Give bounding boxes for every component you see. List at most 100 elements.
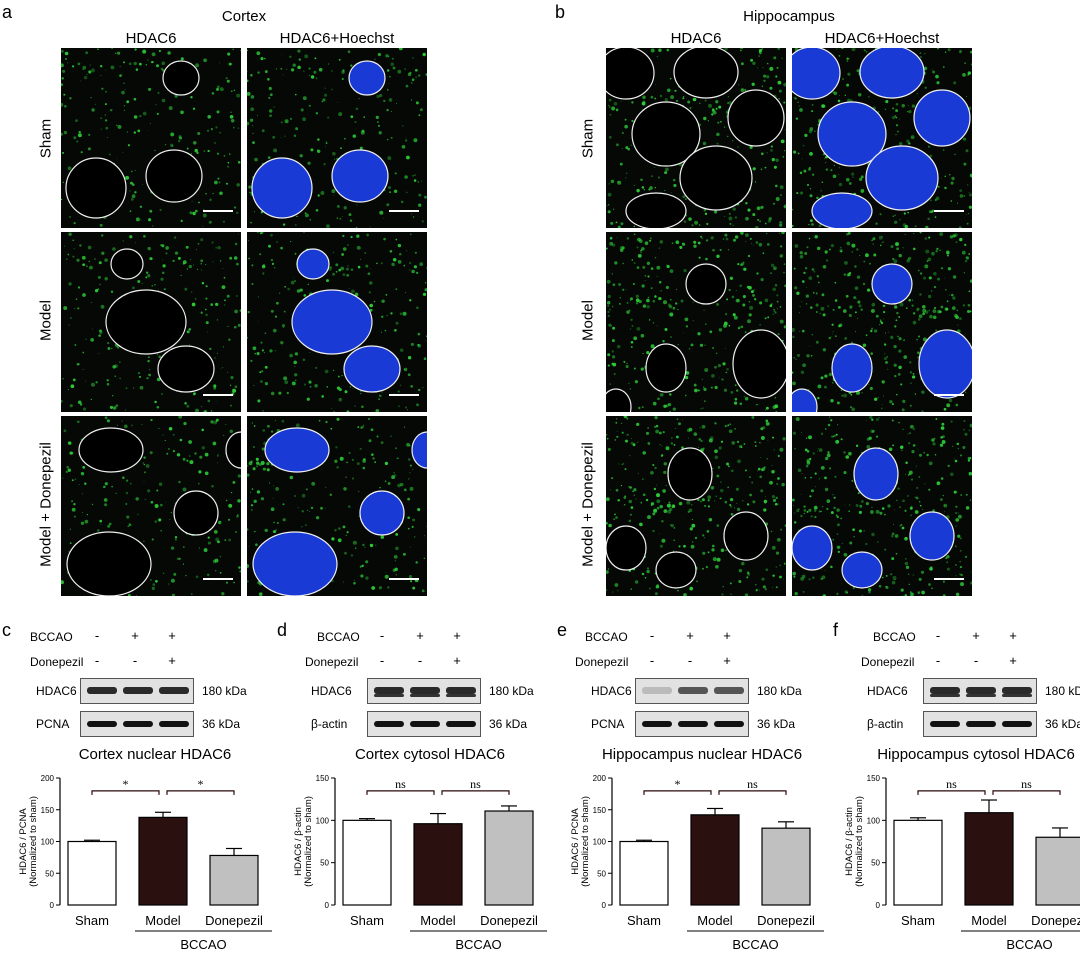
chart-2-group-label: BCCAO: [455, 937, 501, 952]
panel-label-c: c: [2, 620, 11, 640]
blot-d-bccao-sign: -: [379, 628, 385, 643]
blot-d-bccao-label: BCCAO: [317, 630, 360, 644]
chart-3-ytick-label: 0: [602, 901, 607, 910]
blot-c-donepezil-sign: -: [132, 653, 138, 668]
micrograph-a-r2-c1: [61, 232, 241, 412]
blot-f-band-2-name: β-actin: [867, 717, 904, 731]
chart-1-sig-label: *: [198, 777, 204, 791]
chart-1-xtick-label: Donepezil: [205, 913, 263, 928]
chart-3-ylabel: HDAC6 / PCNA: [570, 808, 581, 875]
chart-1-bar-sham: [67, 840, 117, 906]
chart-2-xtick-label: Model: [420, 913, 456, 928]
panel-b-region: Hippocampus: [743, 8, 835, 25]
panel-b-row-1: Sham: [579, 118, 597, 159]
blot-d-band-1-image: [367, 678, 481, 704]
chart-2-ylabel-2: (Normalized to sham): [303, 796, 314, 887]
chart-1-title: Cortex nuclear HDAC6: [78, 746, 232, 763]
blot-f-bccao-sign: -: [935, 628, 941, 643]
blot-e-bccao-sign: +: [723, 628, 731, 643]
chart-3-sig-label: *: [675, 777, 681, 791]
chart-1-ytick-label: 0: [50, 901, 55, 910]
chart-4-plot: 0 50 100 150 HDAC6 / β-actin (Normalized to s…: [844, 774, 1080, 952]
panel-a-row-1: Sham: [37, 118, 55, 159]
blot-e-donepezil-sign: -: [687, 653, 693, 668]
chart-3-group-label: BCCAO: [732, 937, 778, 952]
chart-3-title: Hippocampus nuclear HDAC6: [601, 746, 803, 763]
chart-1-group-label: BCCAO: [180, 937, 226, 952]
chart-4-xtick-label: Donepezil: [1031, 913, 1080, 928]
chart-1-xtick-label: Model: [145, 913, 181, 928]
micrograph-a-r1-c1: [61, 48, 241, 228]
chart-1-bar-model: [138, 816, 188, 906]
micrograph-b-r2-c2: [792, 232, 972, 412]
blot-f-band-2-kda: 36 kDa: [1045, 717, 1080, 731]
blot-d-band-2-kda: 36 kDa: [489, 717, 528, 731]
blot-f-bccao-sign: +: [972, 628, 980, 643]
blot-f-donepezil-sign: -: [935, 653, 941, 668]
blot-d-band-1-name: HDAC6: [311, 684, 352, 698]
chart-2-bar-sham: [342, 819, 392, 906]
chart-1-ytick-label: 200: [41, 774, 55, 783]
blot-e-band-1-name: HDAC6: [591, 684, 632, 698]
blot-c-band-2-kda: 36 kDa: [202, 717, 241, 731]
blot-d-bccao-sign: +: [416, 628, 424, 643]
chart-2-bar-model: [413, 823, 463, 906]
panel-a-row-2: Model: [37, 300, 55, 341]
chart-3-ytick-label: 200: [593, 774, 607, 783]
chart-4-sig-label: ns: [946, 777, 957, 791]
panel-b-row-2: Model: [579, 300, 597, 341]
chart-4-ytick-label: 100: [867, 816, 881, 825]
micrograph-a-r3-c2: [247, 416, 427, 596]
blot-e-band-1-kda: 180 kDa: [757, 684, 802, 698]
blot-e-bccao-sign: -: [649, 628, 655, 643]
chart-3-plot: 0 50 100 150 200 HDAC6 / PCNA (Normalized to s…: [570, 774, 824, 952]
chart-1-sig-bracket: [166, 790, 235, 795]
blot-c-bccao-sign: -: [94, 628, 100, 643]
blot-d-band-2-image: [367, 711, 481, 737]
panel-label-f: f: [833, 620, 839, 640]
panel-label-e: e: [557, 620, 568, 640]
chart-2-sig-label: ns: [395, 777, 406, 791]
chart-2-ytick-label: 100: [316, 816, 330, 825]
chart-3-xtick-label: Model: [697, 913, 733, 928]
blot-c-band-1-kda: 180 kDa: [202, 684, 247, 698]
blot-d-donepezil-sign: +: [453, 653, 461, 668]
blot-c-donepezil-sign: +: [168, 653, 176, 668]
blot-d-band-2-name: β-actin: [311, 717, 348, 731]
chart-2-title: Cortex cytosol HDAC6: [354, 746, 506, 763]
blot-c-donepezil-sign: -: [94, 653, 100, 668]
chart-1-ytick-label: 100: [41, 838, 55, 847]
blot-c-band-1-image: [80, 678, 194, 704]
panel-b-col-1: HDAC6: [670, 30, 722, 47]
chart-3-xtick-label: Donepezil: [757, 913, 815, 928]
chart-4-sig-label: ns: [1021, 777, 1032, 791]
chart-4-ytick-label: 150: [867, 774, 881, 783]
panel-b-col-2: HDAC6+Hoechst: [824, 30, 940, 47]
blot-f-band-1-image: [923, 678, 1037, 704]
blot-f-donepezil-sign: -: [973, 653, 979, 668]
blot-d-donepezil-sign: -: [379, 653, 385, 668]
blot-d-donepezil-sign: -: [417, 653, 423, 668]
blot-f-bccao-sign: +: [1009, 628, 1017, 643]
micrograph-a-r1-c2: [247, 48, 427, 228]
chart-4-bar-donepezil: [1035, 836, 1080, 906]
chart-1-xtick-label: Sham: [75, 913, 109, 928]
chart-3-bar-sham: [619, 840, 669, 906]
blot-c-band-1-name: HDAC6: [36, 684, 77, 698]
chart-4-sig-bracket: [917, 790, 986, 795]
chart-1-plot: 0 50 100 150 200 HDAC6 / PCNA (Normalized to s…: [18, 774, 272, 952]
blot-c-band-2-name: PCNA: [36, 717, 70, 731]
blot-d-bccao-sign: +: [453, 628, 461, 643]
blot-e-bccao-sign: +: [686, 628, 694, 643]
chart-4-xtick-label: Sham: [901, 913, 935, 928]
blot-e-donepezil-sign: -: [649, 653, 655, 668]
chart-1-sig-bracket: [91, 790, 160, 795]
chart-3-sig-bracket: [718, 790, 787, 795]
chart-4-bar-sham: [893, 819, 943, 906]
chart-1-ytick-label: 50: [45, 869, 54, 878]
chart-2-xtick-label: Donepezil: [480, 913, 538, 928]
blot-e-band-2-kda: 36 kDa: [757, 717, 796, 731]
blot-f-band-1-name: HDAC6: [867, 684, 908, 698]
chart-2-ytick-label: 150: [316, 774, 330, 783]
chart-2-bar-donepezil: [484, 810, 534, 906]
